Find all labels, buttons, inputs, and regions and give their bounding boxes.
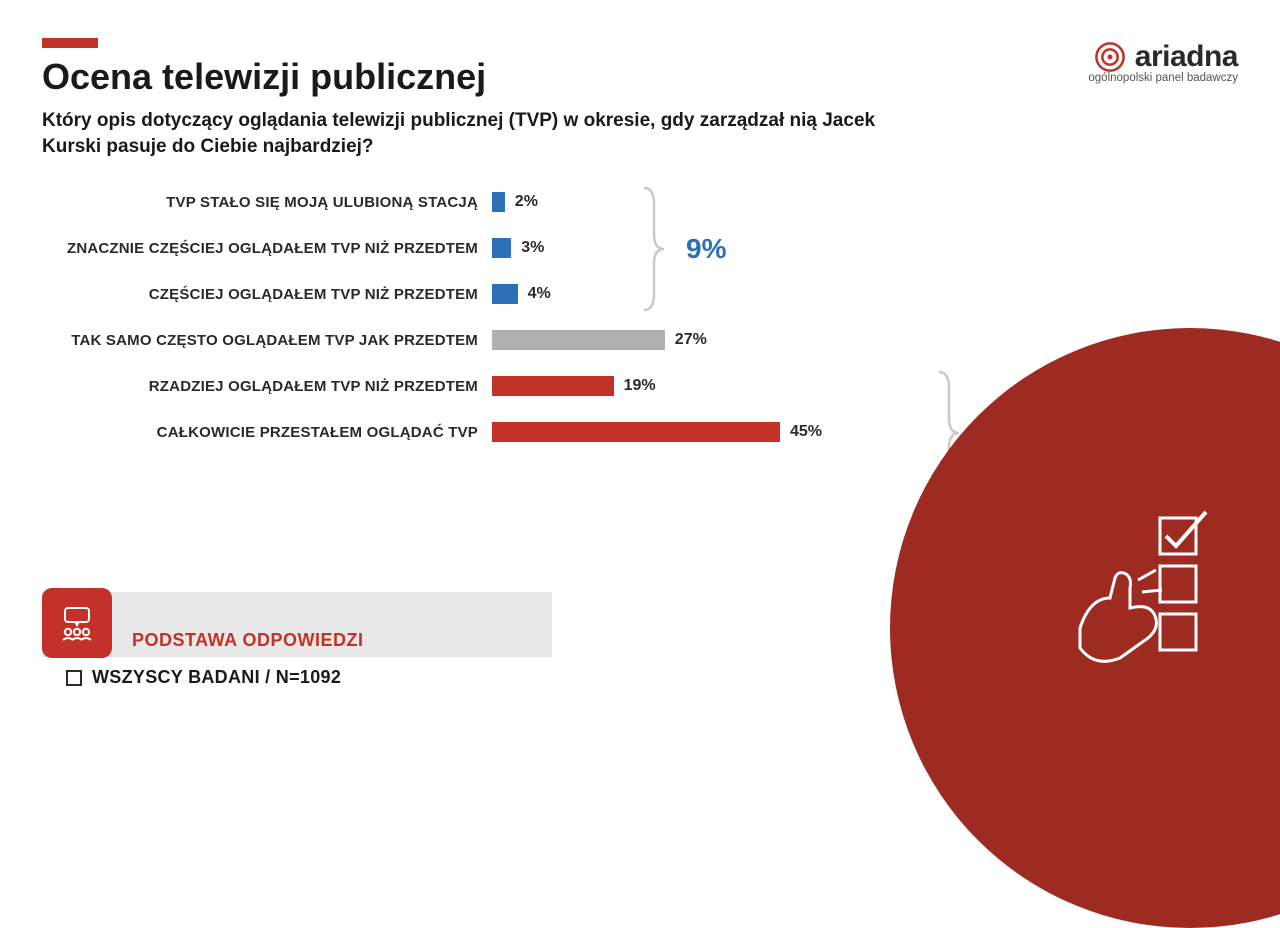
basis-title: PODSTAWA ODPOWIEDZI [132, 602, 528, 651]
bar-label: ZNACZNIE CZĘŚCIEJ OGLĄDAŁEM TVP NIŻ PRZE… [42, 240, 492, 257]
accent-bar [42, 38, 98, 48]
logo-subtitle: ogólnopolski panel badawczy [1088, 72, 1238, 84]
bar-track: 45% [492, 422, 942, 442]
bar-value: 2% [515, 193, 538, 211]
bar-label: TVP STAŁO SIĘ MOJĄ ULUBIONĄ STACJĄ [42, 194, 492, 211]
bar-row: TVP STAŁO SIĘ MOJĄ ULUBIONĄ STACJĄ 2% [42, 188, 942, 216]
bar-row: CAŁKOWICIE PRZESTAŁEM OGLĄDAĆ TVP 45% [42, 418, 942, 446]
bar-row: CZĘŚCIEJ OGLĄDAŁEM TVP NIŻ PRZEDTEM 4% [42, 280, 942, 308]
ariadna-spiral-icon [1093, 40, 1127, 74]
curly-bracket-icon [640, 184, 668, 314]
bar-fill [492, 422, 780, 442]
logo-text: ariadna [1135, 40, 1238, 74]
focus-group-icon [42, 588, 112, 658]
bar-fill [492, 330, 665, 350]
bar-value: 27% [675, 331, 707, 349]
bar-label: TAK SAMO CZĘSTO OGLĄDAŁEM TVP JAK PRZEDT… [42, 332, 492, 349]
bar-value: 19% [624, 377, 656, 395]
bar-track: 27% [492, 330, 942, 350]
group-total-positive: 9% [686, 233, 726, 265]
bar-value: 3% [521, 239, 544, 257]
survey-question: Który opis dotyczący oglądania telewizji… [42, 108, 922, 159]
bar-row: RZADZIEJ OGLĄDAŁEM TVP NIŻ PRZEDTEM 19% [42, 372, 942, 400]
bar-track: 19% [492, 376, 942, 396]
brand-logo: ariadna ogólnopolski panel badawczy [1088, 40, 1238, 84]
bar-fill [492, 376, 614, 396]
sample-text: WSZYSCY BADANI / N=1092 [92, 667, 341, 688]
bar-label: CAŁKOWICIE PRZESTAŁEM OGLĄDAĆ TVP [42, 424, 492, 441]
checkbox-icon [66, 670, 82, 686]
bar-label: CZĘŚCIEJ OGLĄDAŁEM TVP NIŻ PRZEDTEM [42, 286, 492, 303]
bar-row: ZNACZNIE CZĘŚCIEJ OGLĄDAŁEM TVP NIŻ PRZE… [42, 234, 942, 262]
bar-value: 4% [528, 285, 551, 303]
bar-row: TAK SAMO CZĘSTO OGLĄDAŁEM TVP JAK PRZEDT… [42, 326, 942, 354]
bar-chart: TVP STAŁO SIĘ MOJĄ ULUBIONĄ STACJĄ 2% ZNAC… [42, 188, 942, 464]
bar-fill [492, 238, 511, 258]
bar-fill [492, 192, 505, 212]
page-title: Ocena telewizji publicznej [42, 56, 486, 98]
bar-value: 45% [790, 423, 822, 441]
bar-fill [492, 284, 518, 304]
survey-checklist-icon [1060, 508, 1230, 678]
bar-label: RZADZIEJ OGLĄDAŁEM TVP NIŻ PRZEDTEM [42, 378, 492, 395]
bracket-positive: 9% [640, 184, 726, 314]
footer-basis-box: PODSTAWA ODPOWIEDZI WSZYSCY BADANI / N=1… [42, 588, 552, 690]
